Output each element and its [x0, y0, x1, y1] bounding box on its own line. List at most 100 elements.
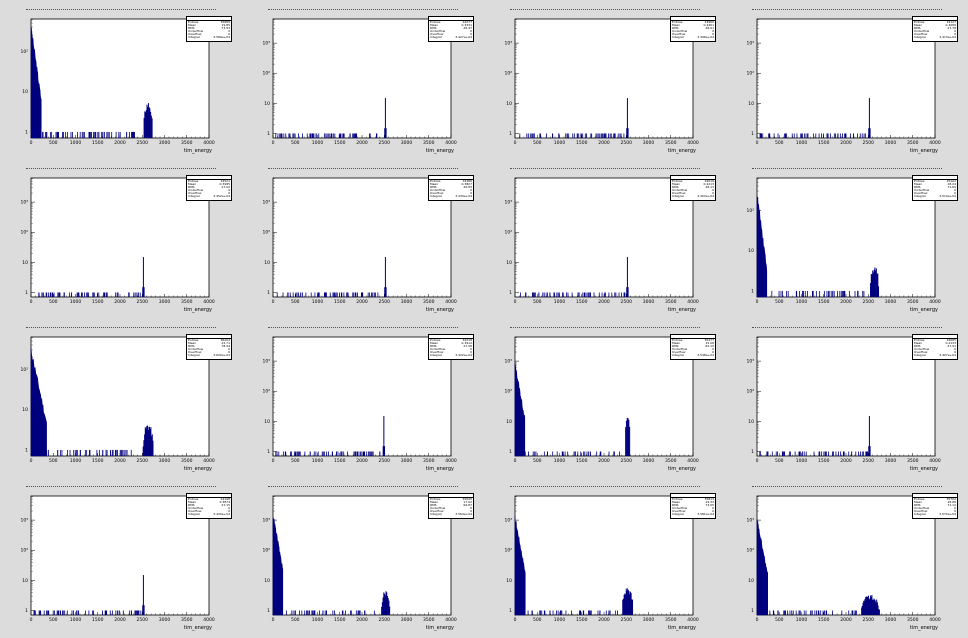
histogram-svg: 0 500 1000 1500 2000 2500 3000 3500 4000 1 10 10² 10…	[504, 336, 699, 464]
x-tick-label: 4000	[687, 617, 699, 623]
peak-bar	[861, 607, 863, 615]
x-tick-label: 500	[533, 299, 542, 305]
stats-row: Entries 34277	[429, 21, 473, 24]
y-tick-label: 10³	[262, 200, 270, 206]
noise-bar	[115, 292, 117, 297]
noise-bar	[87, 292, 89, 297]
noise-bar	[64, 610, 66, 615]
noise-bar	[328, 451, 329, 456]
noise-bar	[136, 292, 138, 297]
stats-header	[187, 176, 231, 180]
noise-bar	[825, 451, 827, 456]
low-energy-peak-bar	[756, 518, 768, 616]
x-tick-label: 3500	[423, 458, 435, 464]
peak-bar	[629, 594, 631, 615]
noise-bar	[599, 451, 601, 456]
noise-bar	[784, 451, 786, 456]
y-tick-label: 1	[751, 449, 754, 455]
stats-row: Overflow 0	[671, 33, 715, 36]
peak-bar	[871, 274, 873, 297]
stats-key: Underflow	[188, 188, 204, 192]
stats-key: Overflow	[672, 509, 686, 513]
stats-key: Underflow	[430, 29, 446, 33]
stats-key: RMS	[430, 185, 437, 189]
noise-bar	[571, 610, 572, 615]
stats-row: Entries 34521	[187, 180, 231, 183]
noise-bar	[119, 610, 121, 615]
noise-bar	[613, 133, 615, 138]
noise-bar	[129, 610, 131, 615]
stats-row: Integral 3.564e+04	[429, 513, 473, 516]
stats-box: Entries 35702 Mean 18.66 RMS 71.12 Underflow 0 O…	[912, 493, 958, 519]
x-tick-label: 2000	[598, 140, 610, 146]
noise-bar	[102, 131, 104, 138]
noise-bar	[577, 292, 579, 297]
stats-row: Overflow 0	[429, 33, 473, 36]
peak-bar	[626, 128, 628, 138]
noise-bar	[762, 133, 764, 138]
noise-bar	[366, 451, 368, 456]
x-tick-label: 1500	[818, 617, 830, 623]
noise-bar	[314, 610, 316, 615]
y-tick-label: 10²	[746, 389, 754, 395]
noise-bar	[552, 451, 554, 456]
low-energy-peak-bar	[514, 362, 526, 457]
noise-bar	[93, 610, 95, 615]
stats-row: RMS 62.19	[671, 345, 715, 348]
noise-bar	[591, 133, 593, 138]
noise-bar	[137, 610, 139, 615]
histogram-pad-13: 0 500 1000 1500 2000 2500 3000 3500 4000 1 10 10² 10…	[0, 479, 242, 638]
noise-bar	[96, 292, 98, 297]
noise-bar	[376, 133, 377, 138]
noise-bar	[600, 451, 602, 456]
peak-bar	[626, 417, 628, 456]
noise-bar	[76, 449, 78, 456]
stats-box: Entries 33960 Mean 0.4461 RMS 28.91 Underflow 0…	[670, 16, 716, 42]
low-energy-peak-bar	[514, 515, 526, 616]
y-tick-label: 10³	[746, 41, 754, 47]
noise-bar	[51, 292, 53, 297]
x-tick-label: 3500	[665, 617, 677, 623]
noise-bar	[375, 292, 376, 297]
pad-title	[510, 327, 700, 330]
x-axis-label: tim_energy	[667, 466, 696, 472]
stats-value: 0	[954, 506, 956, 510]
peak-bar	[629, 426, 631, 456]
noise-bar	[565, 133, 567, 138]
stats-row: Entries 35477	[671, 339, 715, 342]
noise-bar	[794, 451, 796, 456]
stats-key: Underflow	[430, 347, 446, 351]
noise-bar	[615, 292, 617, 297]
pad-title	[752, 327, 942, 330]
noise-bar	[339, 133, 341, 138]
noise-bar	[291, 451, 293, 456]
stats-row: Entries 34218	[429, 339, 473, 342]
noise-bar	[63, 131, 64, 138]
stats-box: Entries 35477 Mean 15.08 RMS 62.19 Underflow 0 O…	[670, 334, 716, 360]
stats-key: RMS	[430, 26, 437, 30]
peak-bar	[150, 112, 152, 138]
noise-bar	[317, 451, 319, 456]
noise-bar	[115, 131, 117, 138]
y-tick-label: 10	[22, 89, 28, 95]
noise-bar	[275, 133, 277, 138]
noise-bar	[67, 131, 68, 138]
noise-bar	[833, 133, 835, 138]
noise-bar	[584, 451, 586, 456]
noise-bar	[604, 133, 605, 138]
stats-key: Overflow	[430, 350, 444, 354]
y-tick-label: 1	[25, 608, 28, 614]
noise-bar	[835, 451, 837, 456]
peak-bar	[868, 128, 870, 138]
x-axis-label: tim_energy	[909, 625, 938, 631]
stats-row: Integral 3.407e+04	[913, 354, 957, 357]
x-axis-label: tim_energy	[667, 148, 696, 154]
stats-header	[429, 494, 473, 498]
x-tick-label: 1000	[554, 617, 566, 623]
noise-bar	[40, 610, 42, 615]
x-axis-label: tim_energy	[183, 625, 212, 631]
x-tick-label: 3500	[181, 140, 193, 146]
y-tick-label: 10	[22, 260, 28, 266]
noise-bar	[826, 610, 828, 615]
